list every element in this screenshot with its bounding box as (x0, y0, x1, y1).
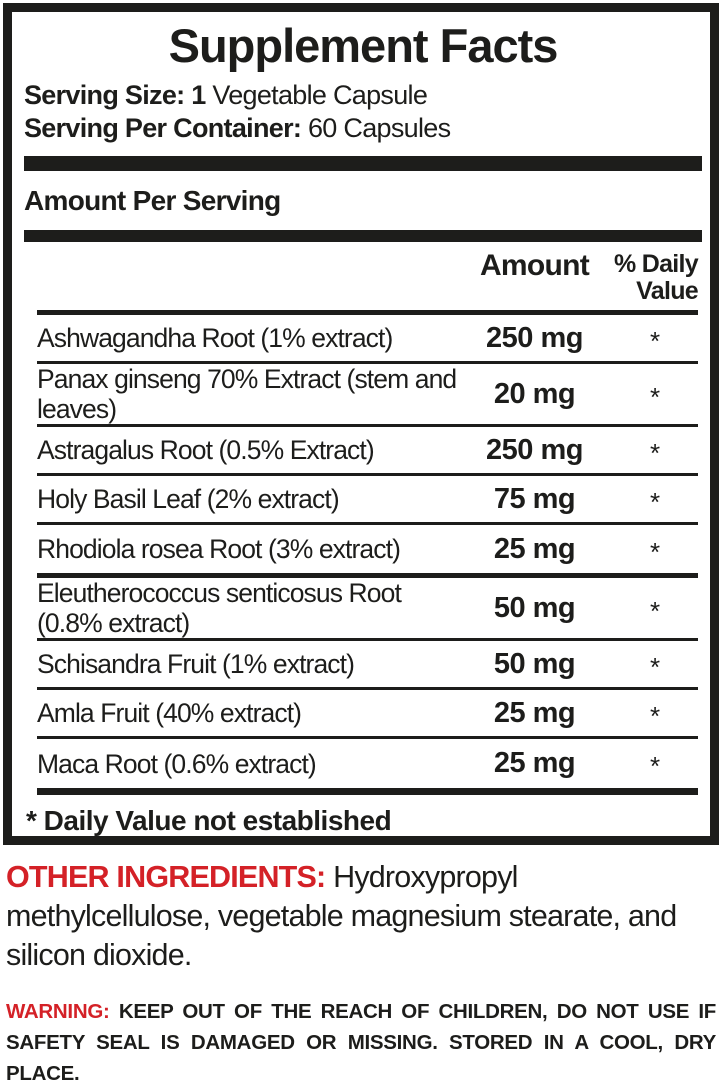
divider-bar-top (24, 156, 702, 171)
ingredient-daily-value: * (649, 651, 661, 682)
ingredient-row: Ashwagandha Root (1% extract) 250 mg * (37, 315, 698, 364)
daily-value-column-header: % Daily Value (613, 250, 699, 305)
ingredient-row: Holy Basil Leaf (2% extract) 75 mg * (37, 476, 698, 525)
ingredient-amount: 25 mg (493, 696, 576, 729)
ingredient-name: Maca Root (0.6% extract) (37, 748, 317, 779)
servings-per-container-value: 60 Capsules (301, 113, 451, 143)
panel-title: Supplement Facts (168, 19, 559, 72)
ingredient-name: Eleutherococcus senticosus Root (0.8% ex… (37, 578, 402, 638)
ingredient-rows: Ashwagandha Root (1% extract) 250 mg * P… (37, 315, 698, 788)
amount-column-header: Amount (479, 249, 590, 282)
ingredient-amount: 250 mg (486, 433, 583, 466)
ingredient-row: Eleutherococcus senticosus Root (0.8% ex… (37, 578, 698, 641)
ingredient-daily-value: * (649, 486, 661, 517)
servings-per-container-label: Serving Per Container: (24, 113, 302, 143)
ingredient-amount: 50 mg (493, 591, 576, 624)
serving-size-label: Serving Size: 1 (24, 80, 206, 110)
ingredient-row: Schisandra Fruit (1% extract) 50 mg * (37, 641, 698, 690)
amount-per-serving-header: Amount Per Serving (24, 185, 281, 216)
ingredient-name: Rhodiola rosea Root (3% extract) (37, 534, 401, 564)
ingredient-daily-value: * (649, 595, 661, 626)
ingredient-amount: 50 mg (493, 647, 576, 680)
ingredient-daily-value: * (649, 325, 661, 356)
ingredient-amount: 20 mg (493, 377, 576, 410)
ingredient-row: Rhodiola rosea Root (3% extract) 25 mg * (37, 525, 698, 578)
ingredient-amount: 250 mg (486, 321, 583, 354)
servings-per-container-line: Serving Per Container: 60 Capsules (24, 112, 702, 145)
ingredient-name: Amla Fruit (40% extract) (37, 698, 302, 728)
divider-bar-footnote (37, 788, 698, 795)
table-header-row: Amount % Daily Value (37, 242, 699, 315)
ingredient-table: Amount % Daily Value Ashwagandha Root (1… (37, 242, 699, 788)
ingredient-row: Maca Root (0.6% extract) 25 mg * (37, 739, 698, 788)
ingredient-row: Amla Fruit (40% extract) 25 mg * (37, 690, 698, 739)
ingredient-name: Astragalus Root (0.5% Extract) (37, 435, 375, 465)
ingredient-daily-value: * (649, 437, 661, 468)
ingredient-daily-value: * (649, 700, 661, 731)
ingredient-daily-value: * (649, 536, 661, 567)
ingredient-row: Panax ginseng 70% Extract (stem and leav… (37, 364, 698, 427)
ingredient-row: Astragalus Root (0.5% Extract) 250 mg * (37, 427, 698, 476)
serving-size-value: Vegetable Capsule (205, 80, 428, 110)
other-ingredients-text: Hydroxypropyl methylcellulose, vegetable… (6, 860, 677, 972)
other-ingredients-label: OTHER INGREDIENTS: (6, 860, 326, 894)
warning-label: WARNING: (6, 1000, 110, 1023)
other-ingredients-section: OTHER INGREDIENTS: Hydroxypropyl methylc… (6, 858, 716, 975)
ingredient-amount: 25 mg (493, 532, 576, 565)
warning-section: WARNING: KEEP OUT OF THE REACH OF CHILDR… (6, 996, 716, 1089)
ingredient-name: Holy Basil Leaf (2% extract) (37, 484, 340, 514)
ingredient-amount: 25 mg (493, 747, 576, 779)
warning-text: KEEP OUT OF THE REACH OF CHILDREN, DO NO… (6, 1000, 716, 1085)
ingredient-amount: 75 mg (493, 482, 576, 515)
daily-value-footnote: * Daily Value not established (26, 805, 392, 836)
serving-size-line: Serving Size: 1 Vegetable Capsule (24, 79, 702, 112)
supplement-facts-panel: Supplement Facts Serving Size: 1 Vegetab… (3, 3, 719, 845)
ingredient-name: Panax ginseng 70% Extract (stem and leav… (37, 364, 457, 424)
divider-bar-section (24, 230, 702, 242)
ingredient-daily-value: * (649, 751, 661, 781)
ingredient-daily-value: * (649, 381, 661, 412)
ingredient-name: Schisandra Fruit (1% extract) (37, 649, 355, 679)
ingredient-name: Ashwagandha Root (1% extract) (37, 323, 393, 353)
